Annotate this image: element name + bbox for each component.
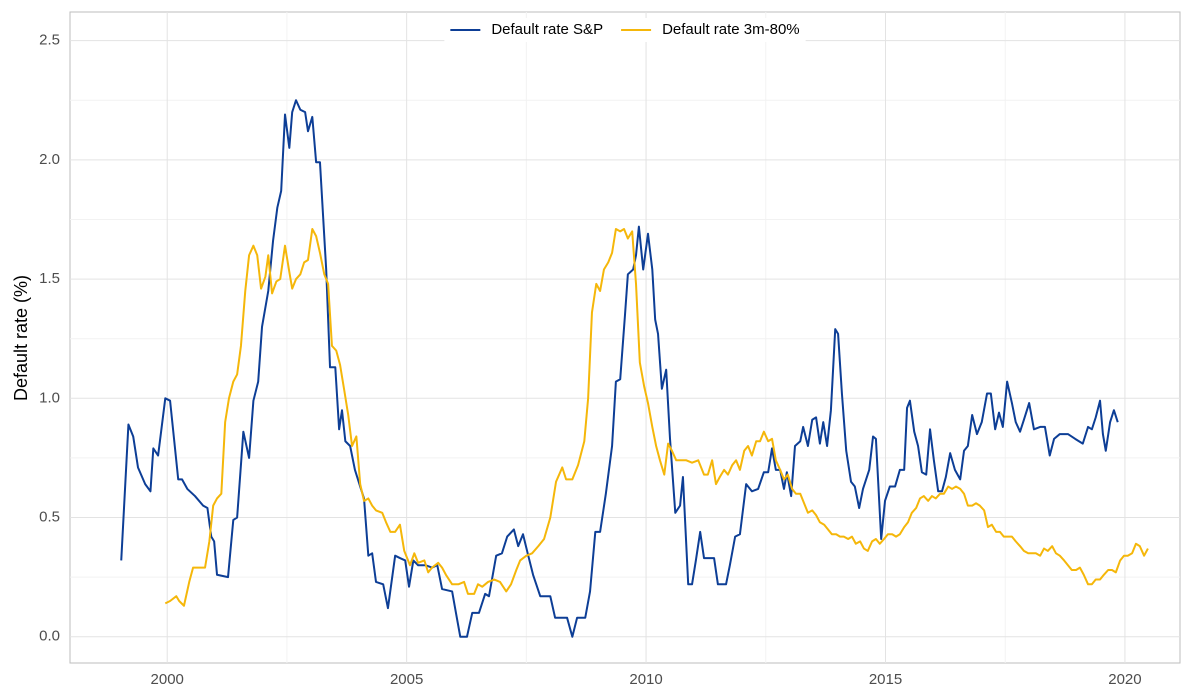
y-tick-label: 2.5 (39, 32, 60, 49)
legend-label: Default rate S&P (491, 21, 603, 38)
x-tick-label: 2005 (390, 671, 423, 688)
x-tick-label: 2000 (151, 671, 184, 688)
y-axis-label: Default rate (%) (11, 275, 31, 401)
plot-frame (69, 11, 1181, 664)
y-tick-label: 0.5 (39, 509, 60, 526)
legend-label: Default rate 3m-80% (662, 21, 800, 38)
x-tick-label: 2020 (1108, 671, 1141, 688)
line-series (120, 99, 1119, 638)
x-tick-label: 2010 (629, 671, 662, 688)
y-tick-label: 0.0 (39, 628, 60, 645)
y-tick-label: 1.5 (39, 270, 60, 287)
y-tick-label: 2.0 (39, 151, 60, 168)
line-series (164, 228, 1149, 607)
x-tick-label: 2015 (869, 671, 902, 688)
y-tick-label: 1.0 (39, 389, 60, 406)
